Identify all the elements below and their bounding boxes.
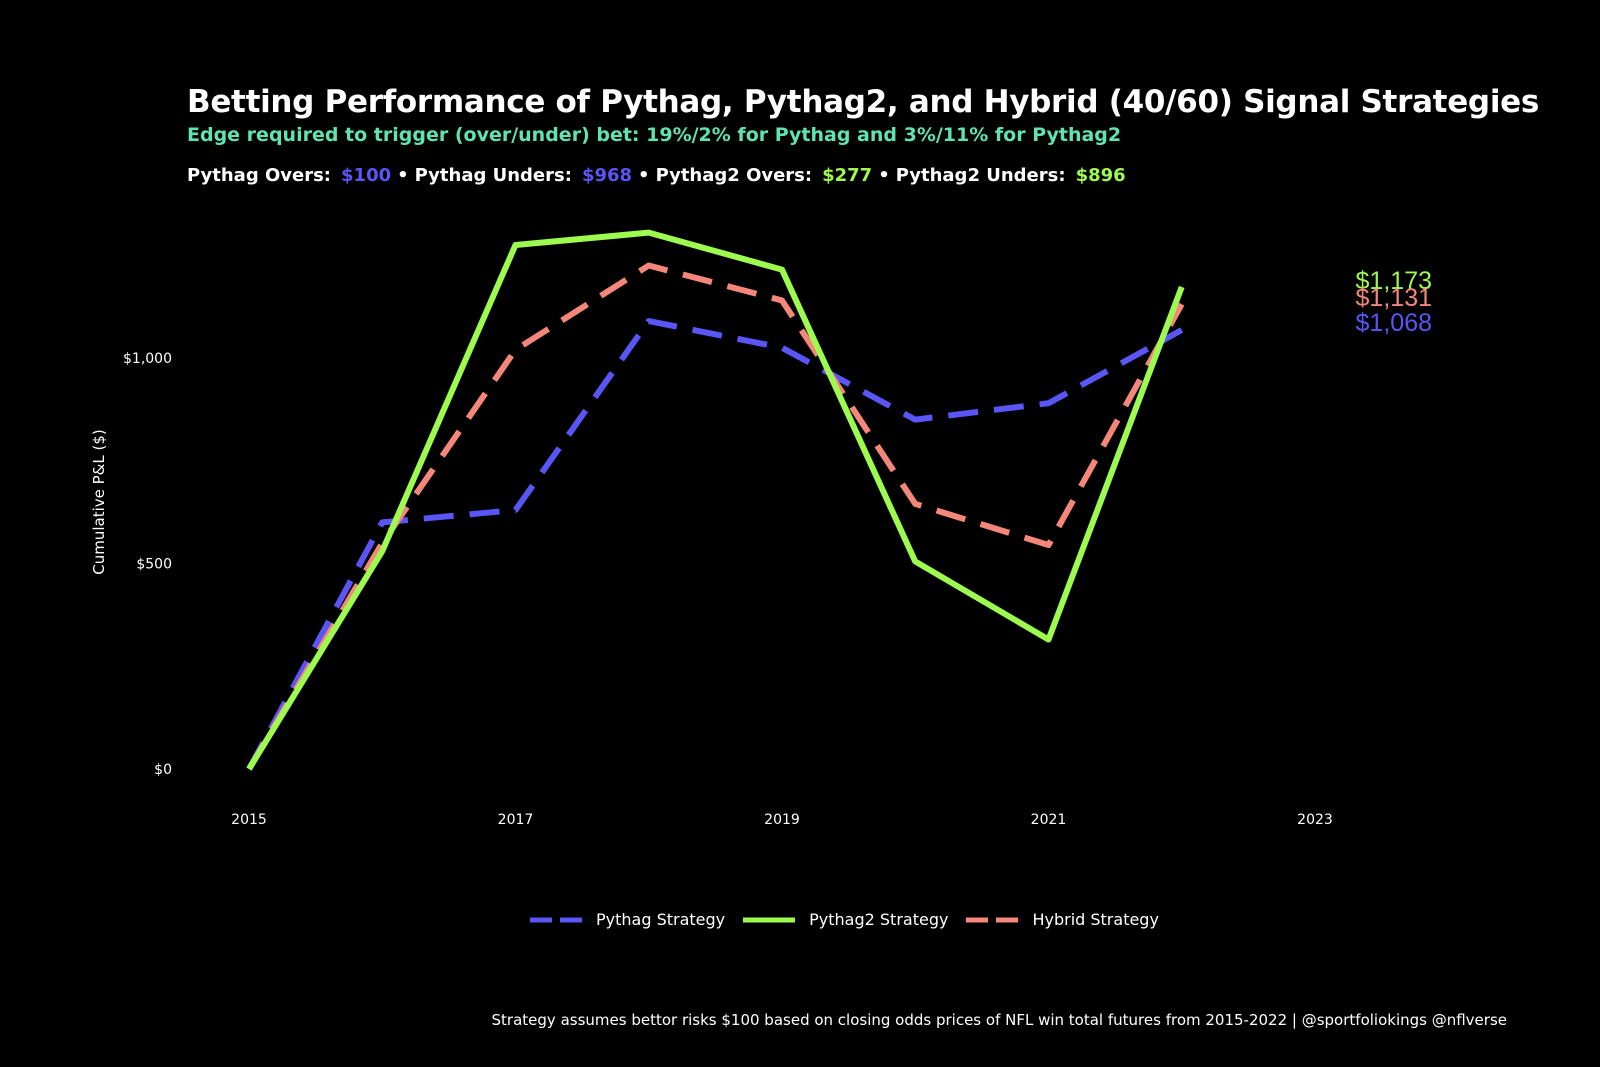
chart-subtitle: Edge required to trigger (over/under) be…: [187, 124, 1122, 146]
pythag2-unders-value: $896: [1075, 165, 1126, 186]
end-label-pythag2: $1,173: [1356, 267, 1432, 295]
x-tick-label: 2017: [498, 812, 534, 828]
y-tick-label: $1,000: [123, 351, 172, 367]
x-tick-label: 2021: [1031, 812, 1067, 828]
legend-item-pythag2: Pythag2 Strategy: [743, 910, 948, 929]
pythag-overs-label: Pythag Overs:: [187, 165, 332, 186]
summary-line: Pythag Overs: $100 • Pythag Unders: $968 • Pyt…: [187, 165, 1126, 186]
end-label-pythag: $1,068: [1356, 309, 1432, 337]
separator-dot: •: [638, 165, 650, 186]
legend-item-hybrid: Hybrid Strategy: [966, 910, 1159, 929]
legend-swatch-pythag: [530, 917, 582, 922]
legend: Pythag Strategy Pythag2 Strategy Hybrid …: [530, 910, 1177, 929]
legend-label-hybrid: Hybrid Strategy: [1032, 910, 1159, 929]
legend-swatch-pythag2: [743, 917, 796, 922]
chart-title: Betting Performance of Pythag, Pythag2, …: [187, 84, 1540, 120]
pythag2-overs-value: $277: [822, 165, 873, 186]
series-line-pythag: [246, 318, 1184, 771]
legend-label-pythag: Pythag Strategy: [596, 910, 726, 929]
pythag-overs-value: $100: [341, 165, 392, 186]
legend-label-pythag2: Pythag2 Strategy: [809, 910, 949, 929]
pythag2-overs-label: Pythag2 Overs:: [655, 165, 813, 186]
y-axis-title: Cumulative P&L ($): [90, 429, 108, 575]
x-tick-label: 2015: [231, 812, 267, 828]
x-tick-label: 2023: [1297, 812, 1333, 828]
caption: Strategy assumes bettor risks $100 based…: [491, 1011, 1507, 1029]
legend-item-pythag: Pythag Strategy: [530, 910, 725, 929]
pythag-unders-label: Pythag Unders:: [414, 165, 572, 186]
y-tick-label: $0: [154, 762, 172, 778]
separator-dot: •: [397, 165, 409, 186]
series-line-hybrid: [246, 262, 1185, 771]
y-tick-label: $500: [136, 557, 172, 573]
pythag-unders-value: $968: [581, 165, 633, 186]
pythag2-unders-label: Pythag2 Unders:: [895, 165, 1066, 186]
end-label-hybrid: $1,131: [1356, 284, 1432, 312]
legend-swatch-hybrid: [966, 917, 1019, 922]
series-line-pythag2: [246, 229, 1185, 771]
x-tick-label: 2019: [764, 812, 800, 828]
separator-dot: •: [878, 165, 890, 186]
